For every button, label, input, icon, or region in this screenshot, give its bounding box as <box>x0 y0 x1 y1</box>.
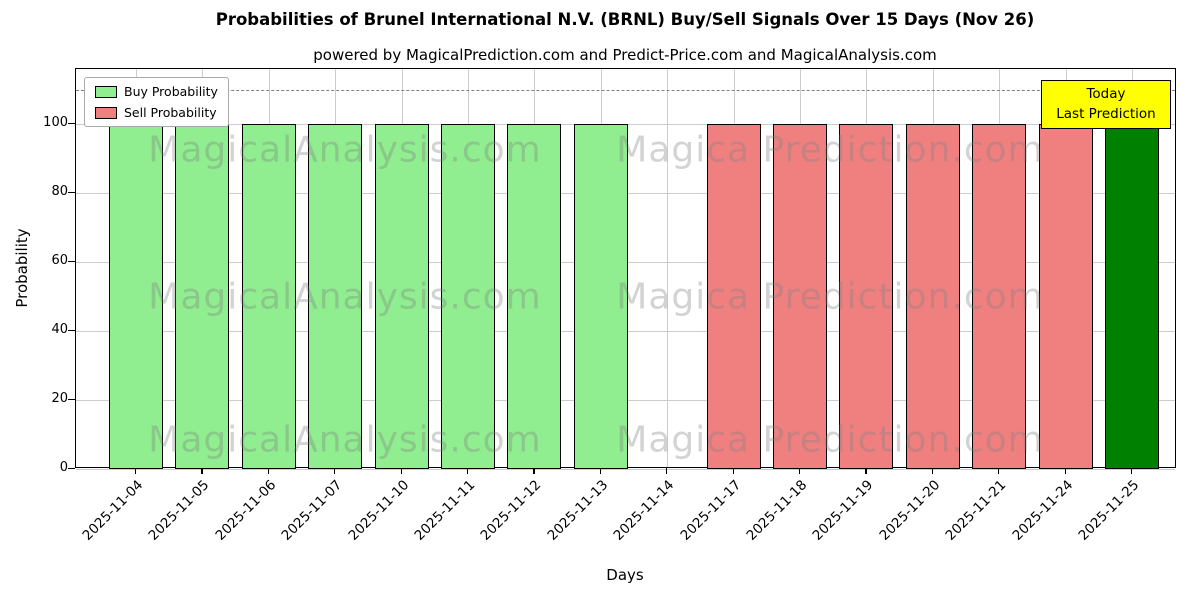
x-tick-mark <box>201 468 203 474</box>
y-tick-mark <box>68 468 75 470</box>
bar-2025-11-19 <box>839 124 894 469</box>
watermark-text: MagicalAnalysis.com <box>148 276 542 318</box>
y-tick-label: 0 <box>59 460 68 475</box>
x-tick-mark <box>998 468 1000 474</box>
x-tick-mark <box>1131 468 1133 474</box>
x-tick-mark <box>334 468 336 474</box>
grid-line-horizontal <box>76 469 1175 470</box>
bar-2025-11-06 <box>241 124 296 469</box>
x-tick-mark <box>666 468 668 474</box>
x-tick-mark <box>732 468 734 474</box>
y-tick-mark <box>68 261 75 263</box>
plot-area <box>75 68 1176 470</box>
y-tick-label: 100 <box>43 115 68 131</box>
bar-2025-11-11 <box>441 124 495 469</box>
dashed-threshold-line <box>76 89 1175 91</box>
y-tick-label: 60 <box>51 253 68 269</box>
x-tick-mark <box>931 468 934 474</box>
x-tick-label: 2025-11-06 <box>212 477 280 544</box>
x-tick-label: 2025-11-12 <box>477 477 545 544</box>
y-tick-mark <box>68 399 75 401</box>
watermark-text: MagicalAnalysis.com <box>148 129 542 171</box>
x-tick-label: 2025-11-13 <box>544 477 612 544</box>
bar-2025-11-18 <box>773 124 827 469</box>
watermark-text: MagicalAnalysis.com <box>148 419 542 461</box>
watermark-text: Magica Prediction.com <box>616 129 1044 171</box>
y-tick-label: 80 <box>51 184 68 200</box>
x-tick-label: 2025-11-04 <box>79 477 147 544</box>
chart-subtitle: powered by MagicalPrediction.com and Pre… <box>313 46 937 64</box>
legend-item-sell: Sell Probability <box>95 105 218 120</box>
x-tick-label: 2025-11-25 <box>1075 477 1143 544</box>
bar-2025-11-24 <box>1038 124 1093 469</box>
legend-item-buy: Buy Probability <box>95 84 218 99</box>
annotation-line-1: Today <box>1086 86 1126 102</box>
x-tick-label: 2025-11-10 <box>345 477 412 544</box>
grid-line-vertical <box>667 69 669 467</box>
x-tick-label: 2025-11-21 <box>942 477 1010 544</box>
legend-swatch-sell <box>95 106 117 119</box>
y-tick-mark <box>68 330 75 332</box>
x-tick-label: 2025-11-18 <box>743 477 811 544</box>
bar-2025-11-10 <box>374 124 429 469</box>
bar-2025-11-05 <box>175 124 230 469</box>
x-tick-mark <box>533 468 535 474</box>
bar-2025-11-17 <box>706 124 761 469</box>
bar-2025-11-21 <box>972 124 1027 469</box>
legend: Buy Probability Sell Probability <box>84 77 229 127</box>
x-tick-label: 2025-11-17 <box>677 477 744 544</box>
watermark-text: Magica Prediction.com <box>616 419 1044 461</box>
bar-2025-11-25 <box>1105 124 1159 469</box>
bar-2025-11-07 <box>308 124 363 469</box>
y-tick-label: 40 <box>51 322 68 338</box>
y-tick-label: 20 <box>51 391 68 407</box>
chart-title: Probabilities of Brunel International N.… <box>215 10 1035 29</box>
annotation-line-2: Last Prediction <box>1056 105 1156 122</box>
watermark-text: Magica Prediction.com <box>616 276 1044 318</box>
x-tick-mark <box>267 468 270 474</box>
x-tick-label: 2025-11-14 <box>610 477 678 544</box>
x-tick-mark <box>599 468 602 474</box>
x-tick-mark <box>865 468 867 474</box>
x-tick-mark <box>400 468 402 474</box>
x-tick-label: 2025-11-24 <box>1009 477 1076 544</box>
annotation-box: Today Last Prediction <box>1041 80 1171 130</box>
x-tick-label: 2025-11-20 <box>876 477 944 544</box>
x-tick-label: 2025-11-05 <box>145 477 213 544</box>
legend-label-sell: Sell Probability <box>124 105 217 120</box>
x-axis-label: Days <box>606 566 644 584</box>
x-tick-label: 2025-11-07 <box>278 477 346 544</box>
bar-2025-11-13 <box>573 124 628 469</box>
bar-2025-11-12 <box>507 124 562 469</box>
x-tick-mark <box>799 468 801 474</box>
y-tick-mark <box>68 192 75 194</box>
bar-2025-11-20 <box>905 124 960 469</box>
y-tick-mark <box>68 123 75 125</box>
x-tick-label: 2025-11-11 <box>411 477 479 544</box>
x-tick-mark <box>135 468 137 474</box>
legend-label-buy: Buy Probability <box>124 84 218 99</box>
x-tick-label: 2025-11-19 <box>809 477 877 544</box>
legend-swatch-buy <box>95 85 117 98</box>
x-tick-mark <box>467 468 469 474</box>
x-tick-mark <box>1064 468 1066 474</box>
